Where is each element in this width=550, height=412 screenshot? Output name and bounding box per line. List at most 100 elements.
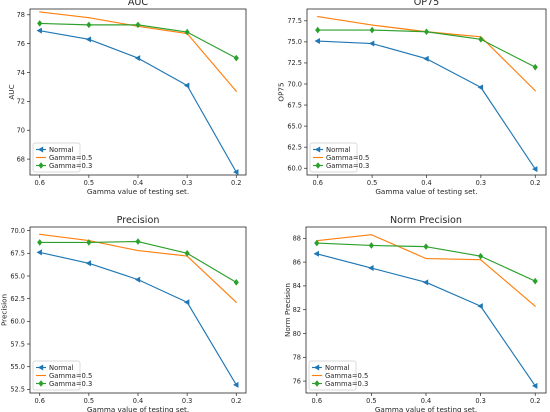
data-point-gamma-0-3 xyxy=(37,20,43,27)
data-point-gamma-0-5 xyxy=(235,90,237,92)
chart-panel-auc: AUC 0.6 0.5 0.4 0.3 0.2 68 70 72 74 76 78 Gamma valu… xyxy=(7,0,247,196)
data-point-gamma-0-5 xyxy=(317,15,319,18)
y-tick-label: 60.0 xyxy=(10,318,25,326)
data-point-gamma-0-5 xyxy=(480,259,482,261)
legend-marker-gamma-0-3 xyxy=(38,162,44,169)
y-tick-label: 80 xyxy=(293,330,301,338)
legend-marker-normal xyxy=(314,146,321,153)
y-tick-label: 78 xyxy=(293,354,301,362)
data-point-normal xyxy=(36,27,42,34)
x-tick-label: 0.4 xyxy=(421,397,432,405)
data-point-gamma-0-5 xyxy=(534,305,536,307)
y-axis-label: Precision xyxy=(0,294,8,326)
y-tick-label: 62.5 xyxy=(287,143,302,151)
data-point-gamma-0-3 xyxy=(315,26,321,34)
legend-marker-normal xyxy=(313,364,320,371)
y-tick-label: 65.0 xyxy=(287,122,302,130)
series-line-gamma-0-3 xyxy=(39,240,237,283)
y-tick-label: 86 xyxy=(293,258,301,266)
y-tick-label: 62.5 xyxy=(10,295,25,303)
legend-box xyxy=(309,142,358,173)
x-tick-label: 0.6 xyxy=(34,179,45,187)
data-point-gamma-0-3 xyxy=(368,242,374,249)
x-tick-label: 0.3 xyxy=(476,179,487,187)
legend-box xyxy=(32,360,81,391)
x-tick-label: 0.2 xyxy=(231,179,242,187)
data-point-gamma-0-3 xyxy=(478,36,484,43)
data-point-normal xyxy=(477,303,483,310)
y-tick-label: 77.5 xyxy=(287,17,302,25)
data-point-normal xyxy=(134,276,141,283)
chart-panel-precision: Precision 0.6 0.5 0.4 0.3 0.2 52.5 55.0 57.5 60.0… xyxy=(0,215,247,412)
y-tick-label: 70 xyxy=(17,127,25,135)
data-point-normal xyxy=(36,249,42,256)
x-tick-label: 0.2 xyxy=(231,397,242,405)
data-point-gamma-0-3 xyxy=(478,252,484,260)
y-tick-label: 82 xyxy=(293,306,301,314)
data-point-normal xyxy=(233,169,239,176)
data-point-gamma-0-3 xyxy=(37,239,43,246)
x-axis-label: Gamma value of testing set. xyxy=(375,405,477,412)
legend-label-gamma-0-3: Gamma=0.3 xyxy=(326,162,369,170)
legend-label-gamma-0-3: Gamma=0.3 xyxy=(49,162,92,170)
y-tick-label: 52.5 xyxy=(10,386,25,394)
data-point-gamma-0-3 xyxy=(135,21,141,29)
data-point-normal xyxy=(313,250,319,257)
y-tick-label: 78 xyxy=(17,11,25,19)
legend-marker-gamma-0-3 xyxy=(315,162,321,169)
y-tick-label: 57.5 xyxy=(10,340,25,348)
legend-label-gamma-0-5: Gamma=0.5 xyxy=(49,372,92,380)
y-tick-label: 55.0 xyxy=(10,363,25,371)
data-point-normal xyxy=(368,40,375,47)
data-point-gamma-0-3 xyxy=(86,21,92,29)
data-point-normal xyxy=(314,38,320,45)
data-point-gamma-0-3 xyxy=(314,239,320,247)
legend-label-normal: Normal xyxy=(49,146,74,154)
chart-title: Precision xyxy=(117,215,160,226)
y-tick-label: 65.0 xyxy=(10,272,25,280)
data-point-normal xyxy=(368,265,374,272)
data-point-normal xyxy=(85,260,92,267)
data-point-gamma-0-5 xyxy=(39,11,41,13)
x-tick-label: 0.5 xyxy=(367,179,378,187)
series-line-gamma-0-5 xyxy=(317,16,536,92)
data-point-gamma-0-5 xyxy=(370,234,372,236)
y-tick-label: 88 xyxy=(293,235,301,243)
data-point-gamma-0-5 xyxy=(137,249,139,252)
y-tick-label: 67.5 xyxy=(10,250,25,258)
data-point-normal xyxy=(423,55,429,62)
data-point-gamma-0-5 xyxy=(425,257,427,260)
data-point-normal xyxy=(477,84,484,91)
x-axis-label: Gamma value of testing set. xyxy=(87,405,189,412)
x-tick-label: 0.6 xyxy=(312,397,323,405)
y-tick-label: 72 xyxy=(17,98,25,106)
data-point-gamma-0-5 xyxy=(235,301,237,303)
x-tick-label: 0.6 xyxy=(313,179,324,187)
legend-box xyxy=(308,360,357,391)
y-tick-label: 68 xyxy=(17,155,25,163)
data-point-normal xyxy=(85,36,92,43)
y-tick-label: 70.0 xyxy=(10,227,25,235)
data-point-gamma-0-5 xyxy=(39,233,41,235)
data-point-gamma-0-5 xyxy=(371,24,373,26)
y-tick-label: 76 xyxy=(17,40,25,48)
y-tick-label: 76 xyxy=(293,377,301,385)
data-point-normal xyxy=(233,381,239,388)
x-tick-label: 0.2 xyxy=(530,397,541,405)
legend-marker-normal xyxy=(37,364,44,371)
x-axis-label: Gamma value of testing set. xyxy=(375,187,477,196)
y-tick-label: 84 xyxy=(293,282,301,290)
data-point-normal xyxy=(134,55,141,62)
series-line-gamma-0-3 xyxy=(317,29,536,68)
x-tick-label: 0.2 xyxy=(530,179,541,187)
y-axis-label: Norm Precision xyxy=(283,283,292,337)
chart-panel-norm-precision: Norm Precision 0.6 0.5 0.4 0.3 0.2 76 78 80 82 84 8… xyxy=(283,215,547,412)
legend-label-gamma-0-5: Gamma=0.5 xyxy=(326,154,369,162)
data-point-gamma-0-3 xyxy=(532,63,538,71)
y-tick-label: 60.0 xyxy=(287,165,302,173)
data-point-gamma-0-3 xyxy=(135,238,141,245)
data-point-gamma-0-3 xyxy=(233,54,239,62)
legend-label-gamma-0-3: Gamma=0.3 xyxy=(49,380,92,388)
y-tick-label: 75.0 xyxy=(287,38,302,46)
legend-label-gamma-0-3: Gamma=0.3 xyxy=(325,380,368,388)
